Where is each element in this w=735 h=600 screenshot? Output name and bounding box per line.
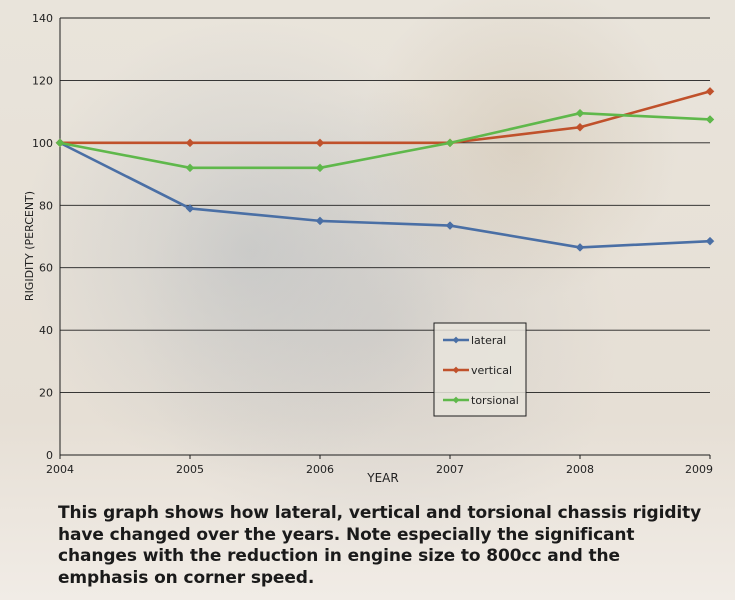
axes: 0 20 40 60 80 100 120 140 2004 2005 2006 2007 2008 20… <box>32 12 713 476</box>
x-tick-label: 2008 <box>566 463 594 476</box>
series-line-torsional <box>59 111 711 170</box>
y-tick-label: 80 <box>39 199 53 212</box>
y-tick-label: 40 <box>39 324 53 337</box>
y-tick-label: 0 <box>46 449 53 462</box>
data-point-lateral <box>315 216 325 226</box>
data-point-lateral <box>705 236 715 246</box>
data-point-lateral <box>575 243 585 252</box>
y-tick-label: 120 <box>32 74 53 87</box>
data-point-vertical <box>185 138 195 148</box>
data-point-torsional <box>185 163 195 173</box>
y-tick-label: 100 <box>32 137 53 150</box>
legend-marker-vertical <box>452 366 460 374</box>
x-tick-label: 2005 <box>176 463 204 476</box>
data-point-vertical <box>575 122 585 132</box>
legend-label-vertical: vertical <box>471 364 512 377</box>
legend-label-lateral: lateral <box>471 334 506 347</box>
x-axis-label: YEAR <box>366 471 398 485</box>
data-point-torsional <box>575 108 585 118</box>
x-tick-label: 2007 <box>436 463 464 476</box>
y-tick-label: 20 <box>39 387 53 400</box>
y-axis-label: RIGIDITY (PERCENT) <box>23 191 36 301</box>
y-tick-label: 60 <box>39 262 53 275</box>
legend-marker-lateral <box>452 336 460 344</box>
chart-caption: This graph shows how lateral, vertical a… <box>58 503 702 588</box>
data-series <box>55 87 715 252</box>
data-point-torsional <box>315 163 325 173</box>
series-line-vertical <box>60 90 711 145</box>
x-tick-label: 2004 <box>46 463 74 476</box>
legend: lateral vertical torsional <box>433 322 527 417</box>
line-chart: 0 20 40 60 80 100 120 140 2004 2005 2006 2007 2008 20… <box>23 12 715 485</box>
data-point-torsional <box>445 138 455 148</box>
x-tick-label: 2009 <box>685 463 713 476</box>
data-point-torsional <box>55 138 65 148</box>
y-tick-label: 140 <box>32 12 53 25</box>
legend-label-torsional: torsional <box>471 394 519 407</box>
gridlines <box>60 17 710 394</box>
legend-marker-torsional <box>452 396 460 404</box>
x-tick-label: 2006 <box>306 463 334 476</box>
data-point-vertical <box>705 87 715 96</box>
data-point-torsional <box>705 115 715 124</box>
data-point-lateral <box>445 221 455 230</box>
data-point-vertical <box>315 138 325 148</box>
data-point-lateral <box>185 204 195 213</box>
series-line-lateral <box>59 141 711 249</box>
